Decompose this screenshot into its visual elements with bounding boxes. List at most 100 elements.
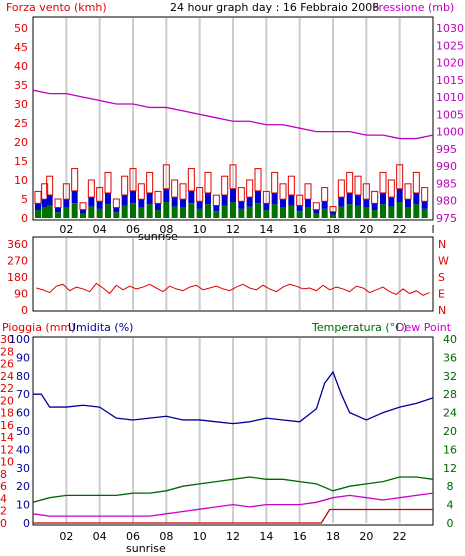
wind-gust-bar: [321, 201, 328, 209]
wind-avg-bar: [46, 205, 53, 218]
rain-axis-tick-label: 26: [0, 358, 14, 371]
wind-x-tick-label: 06: [126, 223, 140, 236]
dew-point-line: [32, 492, 434, 517]
wind-gust-bar: [338, 197, 345, 207]
wind-x-tick-label: 16: [293, 223, 307, 236]
wind-avg-bar: [396, 202, 403, 218]
rain-axis-label: Pioggia (mm): [2, 321, 75, 334]
wind-gust-bar: [388, 197, 395, 207]
rain-axis-tick-label: 18: [0, 407, 14, 420]
humidity-axis-tick-label: 100: [9, 333, 30, 346]
temperature-axis-tick-label: 40: [443, 333, 457, 346]
wind-speed-bar: [254, 168, 262, 192]
weather-x-tick-label: 12: [226, 530, 240, 543]
direction-axis-tick-label: 270: [7, 255, 28, 268]
weather-x-tick-label: 10: [193, 530, 207, 543]
temperature-axis-tick-label: 28: [443, 388, 457, 401]
wind-avg-bar: [55, 212, 61, 218]
pressure-axis-tick-label: 985: [436, 177, 457, 190]
wind-speed-bar: [196, 187, 204, 202]
wind-speed-bar: [304, 183, 312, 200]
compass-tick-label: E: [438, 288, 445, 301]
wind-axis-tick-label: 30: [14, 98, 28, 111]
rain-axis-tick-label: 0: [0, 517, 7, 530]
compass-tick-label: S: [438, 271, 445, 284]
wind-speed-bar: [379, 171, 387, 194]
rain-axis-tick-label: 28: [0, 345, 14, 358]
wind-speed-bar: [362, 183, 370, 200]
humidity-axis-tick-label: 70: [16, 388, 30, 401]
wind-avg-bar: [121, 205, 128, 218]
wind-avg-bar: [96, 208, 103, 218]
sunrise-label-top: sunrise: [138, 230, 178, 243]
wind-speed-bar: [96, 187, 104, 202]
wind-axis-tick-label: 45: [14, 41, 28, 54]
humidity-axis-tick-label: 60: [16, 407, 30, 420]
wind-speed-bar: [287, 175, 295, 196]
wind-avg-bar: [305, 207, 311, 218]
wind-gust-bar: [263, 203, 270, 211]
wind-x-tick-label: 22: [393, 223, 407, 236]
rain-axis-tick-label: 30: [0, 333, 14, 346]
wind-axis-tick-label: 50: [14, 22, 28, 35]
wind-gust-bar: [88, 197, 95, 207]
wind-x-tick-label: 12: [226, 223, 240, 236]
wind-speed-bar: [129, 168, 137, 192]
rain-line: [33, 508, 433, 524]
pressure-axis-tick-label: 990: [436, 160, 457, 173]
wind-avg-bar: [80, 213, 86, 218]
wind-gust-bar: [280, 199, 286, 208]
wind-speed-bar: [71, 168, 79, 192]
rain-axis-tick-label: 6: [0, 480, 7, 493]
wind-avg-bar: [296, 211, 303, 218]
wind-speed-bar: [421, 187, 429, 202]
temperature-axis-tick-label: 32: [443, 370, 457, 383]
weather-x-tick-label: 08: [159, 530, 173, 543]
wind-x-tick-label: 14: [259, 223, 273, 236]
wind-gust-bar: [105, 192, 111, 205]
wind-avg-bar: [263, 210, 270, 218]
rain-axis-tick-label: 16: [0, 419, 14, 432]
wind-speed-bar: [154, 190, 162, 204]
direction-axis-tick-label: 90: [14, 288, 28, 301]
wind-speed-bar: [104, 171, 112, 194]
wind-avg-bar: [246, 206, 253, 218]
rain-axis-tick-label: 2: [0, 505, 7, 518]
humidity-axis-tick-label: 40: [16, 443, 30, 456]
wind-gust-bar: [213, 205, 220, 212]
wind-avg-bar: [330, 214, 336, 218]
wind-avg-bar: [180, 207, 186, 218]
wind-gust-bar: [255, 190, 261, 204]
wind-avg-bar: [421, 208, 428, 218]
direction-axis-tick-label: 360: [7, 238, 28, 251]
wind-x-tick-label: 20: [359, 223, 373, 236]
wind-avg-bar: [288, 205, 295, 218]
wind-direction-line: [36, 282, 430, 296]
pressure-axis-tick-label: 1005: [436, 108, 464, 121]
wind-speed-bar: [246, 179, 254, 198]
wind-gust-bar: [371, 203, 378, 211]
wind-gust-bar: [421, 201, 428, 209]
wind-x-tick-label: l: [431, 223, 434, 236]
wind-gust-bar: [413, 192, 420, 205]
wind-speed-bar: [112, 198, 120, 209]
wind-speed-bar: [387, 179, 395, 198]
rain-axis-tick-label: 20: [0, 394, 14, 407]
wind-avg-bar: [205, 204, 211, 218]
wind-speed-bar: [262, 190, 270, 204]
wind-avg-bar: [271, 204, 278, 218]
wind-speed-bar: [271, 171, 279, 194]
wind-speed-bar: [171, 179, 179, 198]
wind-axis-tick-label: 15: [14, 155, 28, 168]
wind-avg-bar: [130, 203, 136, 218]
wind-avg-bar: [171, 206, 178, 218]
wind-x-tick-label: 04: [93, 223, 107, 236]
wind-speed-bar: [346, 171, 354, 194]
wind-gust-bar: [363, 199, 370, 208]
wind-speed-bar: [404, 183, 412, 200]
compass-tick-label: W: [438, 255, 449, 268]
rain-axis-tick-label: 12: [0, 443, 14, 456]
wind-x-tick-label: 18: [326, 223, 340, 236]
wind-gust-bar: [96, 201, 103, 209]
